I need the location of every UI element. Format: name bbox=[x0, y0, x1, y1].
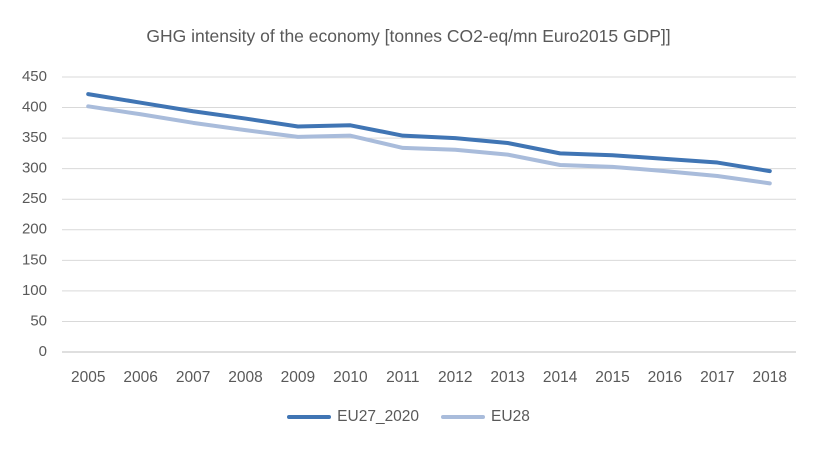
x-tick-label: 2011 bbox=[386, 369, 419, 386]
y-tick-label: 50 bbox=[30, 312, 47, 329]
y-tick-label: 150 bbox=[22, 251, 47, 268]
y-tick-label: 250 bbox=[22, 190, 47, 207]
x-tick-label: 2009 bbox=[281, 369, 315, 386]
x-tick-label: 2016 bbox=[648, 369, 682, 386]
x-tick-label: 2005 bbox=[71, 369, 105, 386]
legend-line-swatch-eu27-2020 bbox=[287, 415, 332, 419]
legend: EU27_2020 EU28 bbox=[0, 408, 817, 426]
x-tick-label: 2006 bbox=[123, 369, 157, 386]
x-tick-label: 2013 bbox=[490, 369, 524, 386]
y-tick-label: 200 bbox=[22, 221, 47, 238]
x-tick-label: 2007 bbox=[176, 369, 210, 386]
x-tick-label: 2017 bbox=[700, 369, 734, 386]
y-tick-label: 400 bbox=[22, 99, 47, 116]
legend-item-eu28: EU28 bbox=[441, 408, 530, 426]
x-tick-label: 2018 bbox=[753, 369, 787, 386]
y-tick-label: 300 bbox=[22, 160, 47, 177]
x-tick-label: 2012 bbox=[438, 369, 472, 386]
legend-label-eu28: EU28 bbox=[491, 408, 530, 425]
series-line-eu28 bbox=[86, 104, 772, 186]
legend-line-swatch-eu28 bbox=[441, 415, 486, 419]
x-tick-label: 2014 bbox=[543, 369, 578, 386]
legend-label-eu27-2020: EU27_2020 bbox=[337, 408, 420, 425]
x-tick-label: 2008 bbox=[228, 369, 262, 386]
y-tick-label: 350 bbox=[22, 129, 47, 146]
x-tick-label: 2010 bbox=[333, 369, 368, 386]
series-line-eu27_2020 bbox=[86, 92, 772, 174]
y-tick-label: 100 bbox=[22, 282, 47, 299]
legend-item-eu27-2020: EU27_2020 bbox=[287, 408, 419, 426]
chart-title: GHG intensity of the economy [tonnes CO2… bbox=[146, 26, 671, 46]
y-tick-label: 450 bbox=[22, 68, 47, 85]
y-tick-label: 0 bbox=[39, 343, 47, 360]
x-tick-label: 2015 bbox=[595, 369, 629, 386]
